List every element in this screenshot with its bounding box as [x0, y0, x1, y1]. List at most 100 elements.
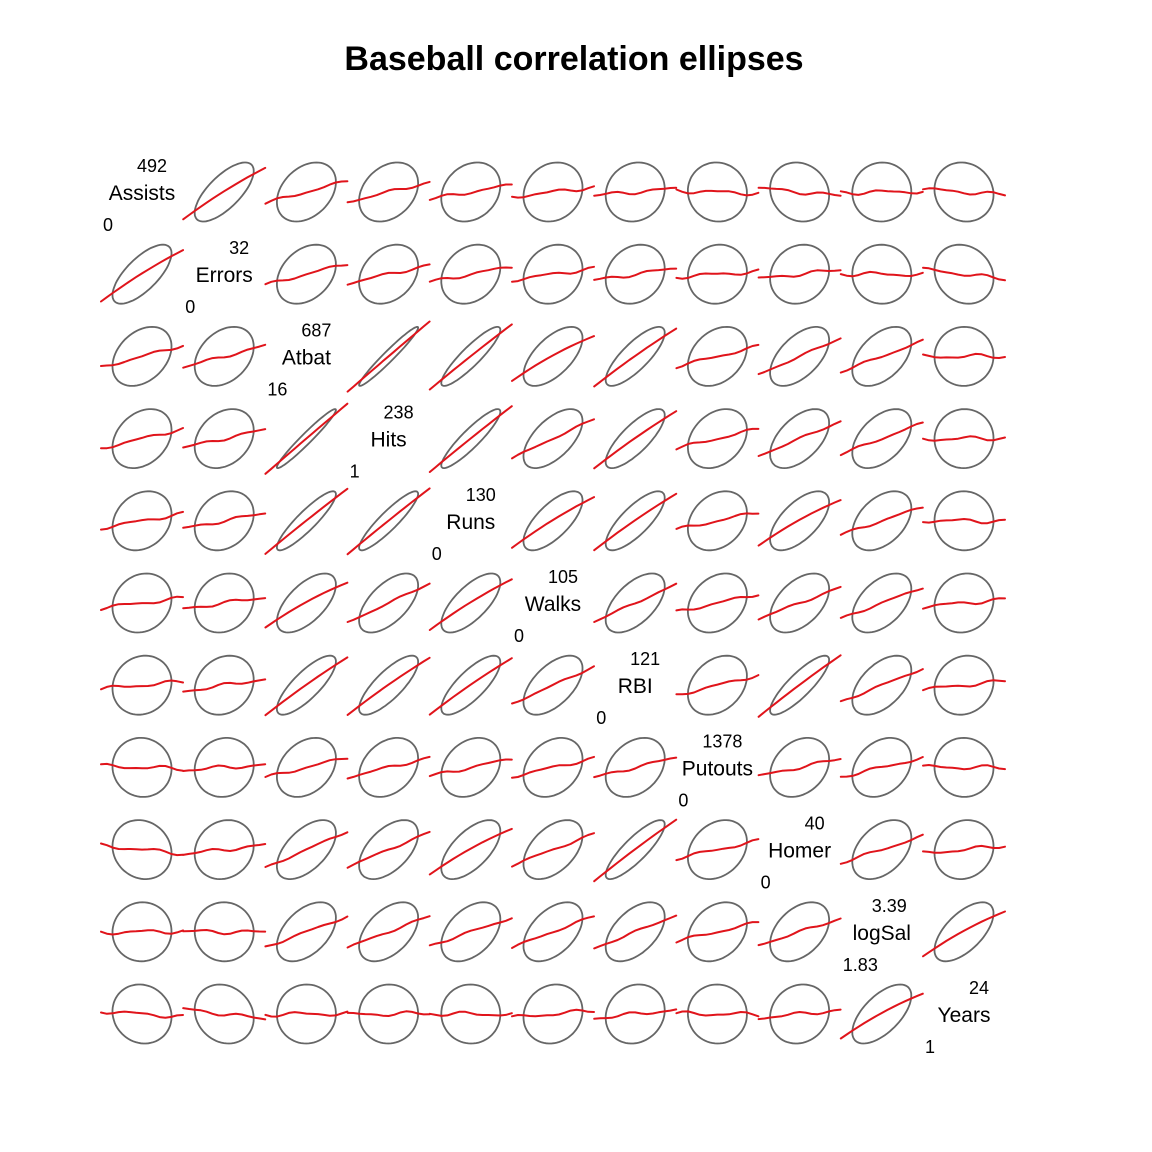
panel-runs-assists — [100, 490, 184, 552]
trend-line — [593, 186, 678, 197]
panel-errors-putouts — [675, 243, 760, 305]
correlation-ellipse — [358, 243, 419, 305]
panel-hits-putouts — [675, 408, 760, 469]
panel-walks-logsal — [839, 572, 924, 634]
correlation-ellipse — [604, 490, 666, 552]
panel-assists-logsal — [839, 161, 924, 223]
trend-line — [511, 665, 595, 705]
correlation-ellipse — [604, 161, 666, 223]
panel-logsal-walks — [511, 901, 595, 963]
trend-line — [922, 266, 1006, 282]
correlation-ellipse — [522, 161, 584, 223]
panel-assists-rbi — [593, 161, 678, 223]
correlation-ellipse — [440, 901, 502, 963]
correlation-ellipse — [769, 161, 830, 223]
trend-line — [428, 405, 513, 473]
correlation-ellipse — [440, 243, 502, 305]
trend-line — [264, 1010, 349, 1018]
trend-line — [100, 344, 184, 367]
correlation-ellipse — [687, 490, 748, 552]
correlation-ellipse — [687, 161, 748, 223]
correlation-ellipse — [769, 983, 830, 1045]
correlation-ellipse — [769, 572, 831, 634]
correlation-ellipse — [193, 325, 255, 387]
range-max-logsal: 3.39 — [872, 896, 907, 916]
trend-line — [100, 679, 184, 691]
trend-line — [182, 597, 267, 610]
correlation-ellipse — [933, 490, 995, 552]
trend-line — [100, 842, 184, 857]
correlation-ellipse — [440, 326, 502, 387]
trend-line — [264, 487, 349, 555]
correlation-ellipse — [522, 819, 584, 881]
variable-label-walks: Walks — [525, 593, 581, 616]
trend-line — [839, 270, 924, 278]
correlation-ellipse — [851, 243, 913, 305]
correlation-ellipse — [933, 408, 995, 470]
trend-line — [428, 1010, 513, 1017]
correlation-ellipse — [111, 243, 173, 305]
panel-atbat-hits — [346, 320, 431, 393]
trend-line — [675, 512, 760, 530]
panel-years-homer — [757, 983, 842, 1045]
range-min-errors: 0 — [185, 297, 195, 317]
range-max-errors: 32 — [229, 238, 249, 258]
correlation-ellipse — [111, 572, 173, 634]
trend-line — [922, 518, 1006, 525]
range-max-walks: 105 — [548, 567, 578, 587]
panel-years-hits — [346, 983, 431, 1045]
trend-line — [511, 832, 595, 868]
trend-line — [346, 263, 431, 286]
panel-rbi-walks — [511, 654, 595, 716]
panel-putouts-logsal — [839, 737, 924, 798]
trend-line — [428, 827, 513, 876]
panel-runs-logsal — [839, 490, 924, 552]
correlation-ellipse — [851, 161, 913, 223]
variable-label-hits: Hits — [371, 429, 407, 452]
correlation-ellipse — [276, 654, 337, 716]
trend-line — [839, 587, 924, 619]
panel-homer-walks — [511, 819, 595, 881]
trend-line — [511, 496, 595, 549]
trend-line — [100, 595, 184, 611]
correlation-ellipse — [769, 490, 831, 552]
trend-line — [346, 755, 431, 780]
correlation-ellipse — [111, 901, 173, 963]
trend-line — [593, 410, 678, 470]
trend-line — [675, 268, 760, 280]
trend-line — [511, 1008, 595, 1018]
range-min-hits: 1 — [350, 462, 360, 482]
panel-homer-hits — [346, 819, 431, 881]
correlation-ellipse — [193, 819, 255, 881]
trend-line — [511, 755, 595, 779]
panel-atbat-putouts — [675, 325, 760, 387]
correlation-ellipse — [275, 243, 337, 305]
range-max-runs: 130 — [466, 485, 496, 505]
panel-walks-hits — [346, 572, 431, 634]
correlation-ellipse — [111, 408, 173, 469]
trend-line — [182, 512, 267, 529]
panel-walks-homer — [757, 572, 842, 634]
trend-line — [839, 668, 924, 703]
correlation-ellipse — [358, 572, 419, 634]
correlation-ellipse — [111, 819, 173, 880]
trend-line — [922, 764, 1006, 771]
correlation-ellipse — [851, 325, 913, 387]
panel-rbi-atbat — [264, 654, 349, 717]
trend-line — [428, 183, 513, 201]
correlation-ellipse — [687, 901, 748, 963]
correlation-ellipse — [933, 325, 995, 387]
trend-line — [264, 831, 349, 868]
trend-line — [428, 917, 513, 947]
correlation-ellipse — [193, 572, 255, 634]
panel-years-errors — [182, 983, 267, 1045]
panel-rbi-years — [922, 654, 1006, 716]
panel-homer-years — [922, 819, 1006, 880]
trend-line — [593, 267, 678, 281]
panel-hits-runs — [428, 405, 513, 473]
trend-line — [675, 921, 760, 944]
trend-line — [264, 656, 349, 717]
trend-line — [757, 499, 842, 547]
panel-logsal-runs — [428, 901, 513, 963]
trend-line — [593, 914, 678, 950]
